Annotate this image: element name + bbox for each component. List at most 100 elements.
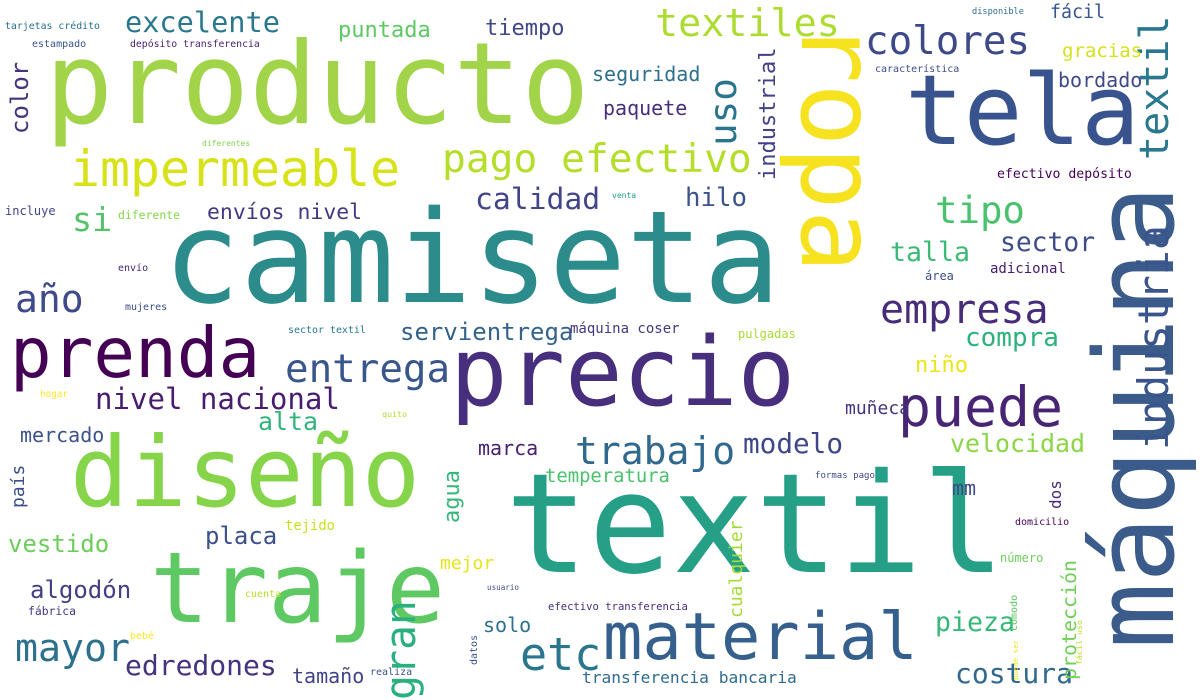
word-precio: precio — [450, 316, 796, 428]
word-etc: etc — [520, 628, 602, 681]
word-calidad: calidad — [475, 182, 601, 217]
word-pieza: pieza — [935, 607, 1016, 638]
word-solo: solo — [483, 613, 532, 637]
word-alta: alta — [258, 407, 318, 436]
word-pais: país — [8, 464, 29, 508]
word-textil-large: textil — [505, 443, 1006, 605]
word-domicilio: domicilio — [1015, 517, 1070, 528]
word-caracteristica: característica — [875, 64, 960, 75]
word-prenda: prenda — [10, 314, 261, 394]
word-incluye: incluye — [5, 204, 56, 218]
word-hogar: hogar — [40, 389, 68, 400]
word-producto: producto — [45, 18, 590, 150]
word-quito: quito — [382, 409, 407, 419]
word-traje: traje — [150, 532, 446, 646]
word-agua: agua — [440, 470, 465, 523]
word-trabajo: trabajo — [575, 429, 736, 473]
word-deposito-transferencia: depósito transferencia — [130, 39, 260, 50]
word-facil-uso: fácil uso — [1074, 620, 1084, 665]
word-maquina-coser: máquina coser — [570, 321, 680, 337]
word-cualquier: cualquier — [726, 520, 747, 618]
word-venta: venta — [612, 191, 637, 200]
word-mayor: mayor — [15, 627, 131, 671]
word-industrial: industrial — [756, 47, 781, 180]
word-comodo: cómodo — [1009, 594, 1020, 631]
word-ano: año — [15, 277, 84, 321]
word-modelo: modelo — [743, 427, 844, 460]
word-fabrica: fábrica — [28, 604, 77, 618]
word-puntada: puntada — [338, 18, 431, 43]
word-tamano: tamaño — [292, 664, 365, 688]
word-si: si — [72, 200, 113, 239]
word-gracias: gracias — [1062, 40, 1143, 62]
word-hilo: hilo — [685, 183, 747, 213]
word-muneca: muñeca — [845, 398, 911, 419]
word-mercado: mercado — [20, 423, 105, 447]
word-marca: marca — [478, 436, 539, 460]
word-edredones: edredones — [125, 649, 277, 682]
word-nivel-nacional: nivel nacional — [95, 382, 340, 416]
word-industria: industria — [1129, 225, 1178, 450]
word-diferente: diferente — [118, 208, 180, 222]
word-material: material — [603, 599, 918, 675]
word-formas-pago: formas pago — [815, 471, 875, 481]
word-bebe: bebé — [130, 631, 155, 642]
word-entrega: entrega — [285, 347, 451, 392]
word-tiempo: tiempo — [485, 16, 565, 41]
word-cuenta: cuenta — [245, 589, 282, 600]
word-empresa: empresa — [880, 287, 1049, 333]
word-numero: número — [1000, 551, 1044, 565]
word-mm: mm — [952, 476, 977, 500]
word-algodon: algodón — [30, 576, 132, 604]
word-dos: dos — [1046, 480, 1065, 509]
word-mejor: mejor — [440, 553, 495, 574]
word-efectivo-transferencia: efectivo transferencia — [548, 601, 688, 613]
word-diferentes: diferentes — [202, 139, 251, 148]
word-color: color — [6, 61, 34, 134]
word-vestido: vestido — [8, 530, 110, 558]
word-compra: compra — [965, 323, 1059, 353]
word-area: área — [925, 269, 954, 283]
word-pulgadas: pulgadas — [738, 327, 796, 341]
word-mujeres: mujeres — [125, 302, 168, 313]
word-seguridad: seguridad — [592, 62, 701, 86]
word-velocidad: velocidad — [950, 429, 1085, 458]
word-envios-nivel: envíos nivel — [207, 200, 363, 225]
word-puede-ser: puede ser — [1011, 640, 1020, 680]
word-transferencia-bancaria: transferencia bancaria — [582, 668, 797, 687]
word-servientrega: servientrega — [400, 318, 574, 346]
word-paquete: paquete — [603, 96, 688, 120]
word-diseno: diseño — [70, 416, 421, 529]
word-tela: tela — [905, 53, 1140, 167]
word-puede: puede — [898, 375, 1063, 439]
word-temperatura: temperatura — [545, 465, 670, 487]
word-estampado: estampado — [32, 39, 87, 50]
word-bordado: bordado — [1058, 68, 1143, 92]
word-datos: datos — [469, 634, 480, 665]
word-talla: talla — [890, 237, 971, 268]
word-pago-efectivo: pago efectivo — [442, 136, 752, 182]
word-gran: gran — [376, 600, 425, 700]
word-usuario: usuario — [487, 583, 520, 592]
word-nino: niño — [915, 353, 968, 378]
word-impermeable: impermeable — [70, 140, 401, 198]
word-textiles: textiles — [655, 1, 840, 46]
word-costura: costura — [955, 657, 1074, 690]
word-uso: uso — [701, 78, 745, 146]
word-tarjetas-credito: tarjetas crédito — [5, 21, 100, 32]
word-adicional: adicional — [990, 261, 1066, 277]
word-tejido: tejido — [285, 518, 336, 534]
word-facil: fácil — [1050, 2, 1105, 23]
word-excelente: excelente — [125, 5, 280, 39]
word-tipo: tipo — [935, 188, 1025, 232]
word-sector-textil: sector textil — [288, 325, 366, 336]
word-placa: placa — [205, 522, 278, 550]
word-colores: colores — [865, 19, 1031, 64]
word-envio: envío — [118, 263, 149, 274]
word-disponible: disponible — [972, 7, 1024, 17]
word-sector: sector — [1000, 228, 1096, 258]
word-efectivo-deposito: efectivo depósito — [997, 167, 1132, 182]
word-realiza: realiza — [370, 667, 413, 678]
word-camiseta: camiseta — [163, 184, 781, 333]
